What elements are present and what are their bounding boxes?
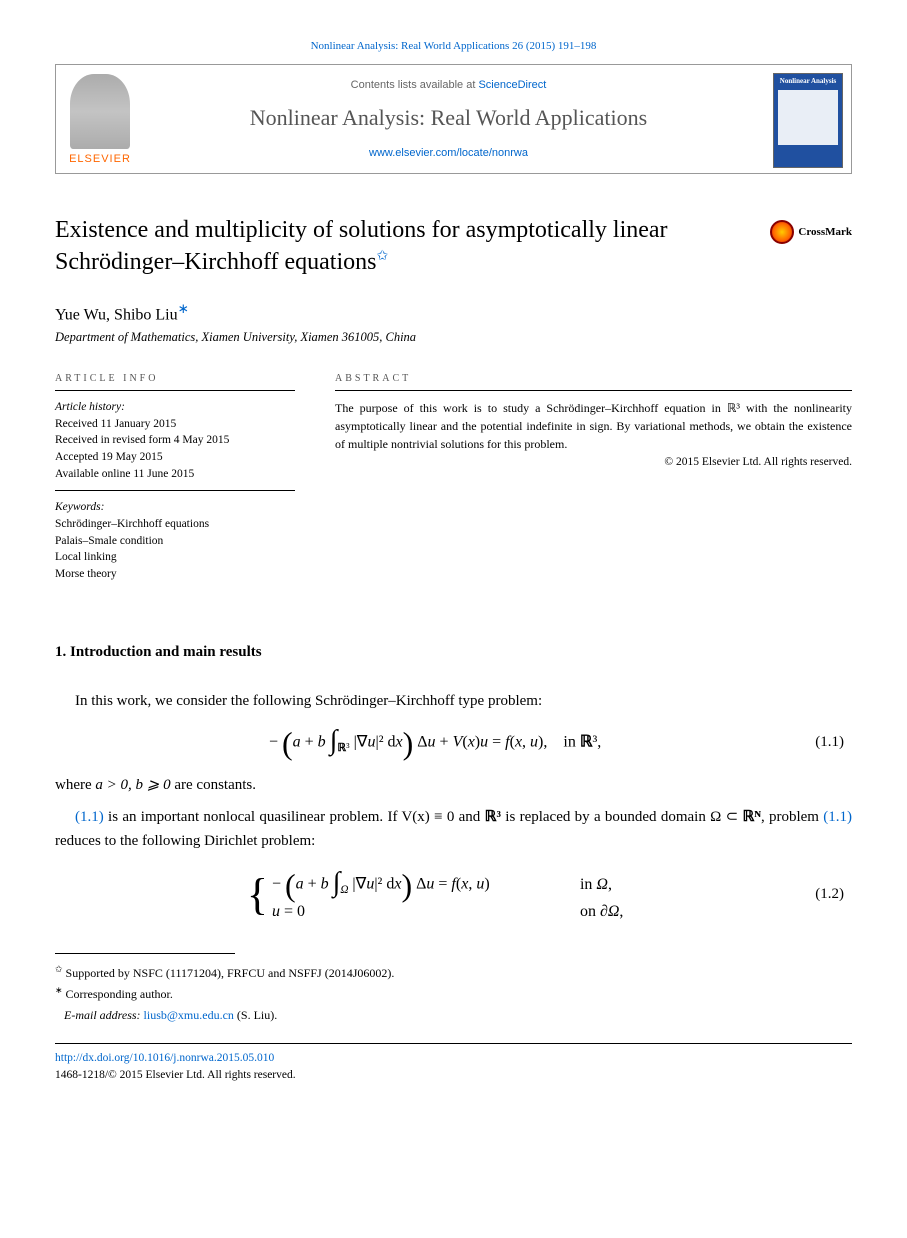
abstract-label: abstract	[335, 373, 852, 391]
crossmark-icon	[770, 220, 794, 244]
info-abstract-row: article info Article history: Received 1…	[55, 373, 852, 599]
authors: Yue Wu, Shibo Liu∗	[55, 301, 852, 324]
paragraph-3: (1.1) is an important nonlocal quasiline…	[55, 805, 852, 853]
equation-1-1-number: (1.1)	[815, 734, 852, 751]
equation-1-2: { − (a + b ∫Ω |∇u|² dx) Δu = f(x, u)in Ω…	[55, 867, 852, 923]
elsevier-tree-icon	[70, 74, 130, 149]
journal-header: ELSEVIER Nonlinear Analysis Contents lis…	[55, 64, 852, 174]
abstract-text: The purpose of this work is to study a S…	[335, 399, 852, 453]
footnotes: ✩ Supported by NSFC (11171204), FRFCU an…	[55, 962, 852, 1025]
keywords-title: Keywords:	[55, 499, 295, 516]
corr-marker: ∗	[55, 985, 63, 995]
equation-1-2-body: { − (a + b ∫Ω |∇u|² dx) Δu = f(x, u)in Ω…	[55, 867, 815, 923]
p3-c: ℝ³	[485, 809, 501, 825]
article-history: Article history: Received 11 January 201…	[55, 399, 295, 491]
paragraph-2: where a > 0, b ⩾ 0 are constants.	[55, 773, 852, 797]
citation-line[interactable]: Nonlinear Analysis: Real World Applicati…	[55, 40, 852, 52]
article-info-label: article info	[55, 373, 295, 391]
support-text: Supported by NSFC (11171204), FRFCU and …	[66, 966, 395, 980]
footnote-rule	[55, 953, 235, 954]
p2-post: are constants.	[171, 777, 256, 793]
p3-e: ℝᴺ	[742, 809, 761, 825]
ref-1-1a[interactable]: (1.1)	[75, 809, 104, 825]
p3-d: is replaced by a bounded domain Ω ⊂	[501, 809, 742, 825]
footnote-support: ✩ Supported by NSFC (11171204), FRFCU an…	[55, 962, 852, 983]
affiliation: Department of Mathematics, Xiamen Univer…	[55, 330, 852, 345]
email-link[interactable]: liusb@xmu.edu.cn	[144, 1008, 234, 1022]
article-info: article info Article history: Received 1…	[55, 373, 295, 599]
history-line: Available online 11 June 2015	[55, 466, 295, 483]
ref-1-1b[interactable]: (1.1)	[823, 809, 852, 825]
keyword: Palais–Smale condition	[55, 533, 295, 550]
p2-math: a > 0, b ⩾ 0	[95, 777, 170, 793]
sciencedirect-link[interactable]: ScienceDirect	[478, 79, 546, 91]
title-text: Existence and multiplicity of solutions …	[55, 217, 668, 275]
keyword: Schrödinger–Kirchhoff equations	[55, 516, 295, 533]
abstract-copyright: © 2015 Elsevier Ltd. All rights reserved…	[335, 456, 852, 468]
title-row: Existence and multiplicity of solutions …	[55, 214, 852, 279]
history-title: Article history:	[55, 399, 295, 416]
equation-1-1: − (a + b ∫ℝ³ |∇u|² dx) Δu + V(x)u = f(x,…	[55, 727, 852, 759]
crossmark-badge[interactable]: CrossMark	[770, 220, 852, 244]
history-line: Accepted 19 May 2015	[55, 449, 295, 466]
abstract: abstract The purpose of this work is to …	[335, 373, 852, 599]
equation-1-2-number: (1.2)	[815, 886, 852, 903]
page: Nonlinear Analysis: Real World Applicati…	[0, 0, 907, 1115]
doi-link[interactable]: http://dx.doi.org/10.1016/j.nonrwa.2015.…	[55, 1052, 274, 1064]
p3-f: , problem	[761, 809, 823, 825]
p3-b: is an important nonlocal quasilinear pro…	[104, 809, 485, 825]
footnote-corr: ∗ Corresponding author.	[55, 983, 852, 1004]
journal-cover-thumbnail[interactable]: Nonlinear Analysis	[773, 73, 843, 168]
equation-1-1-body: − (a + b ∫ℝ³ |∇u|² dx) Δu + V(x)u = f(x,…	[55, 727, 815, 759]
article-title: Existence and multiplicity of solutions …	[55, 214, 755, 279]
contents-prefix: Contents lists available at	[351, 79, 479, 91]
paragraph-1: In this work, we consider the following …	[55, 689, 852, 713]
section-1-heading: 1. Introduction and main results	[55, 644, 852, 661]
journal-name: Nonlinear Analysis: Real World Applicati…	[146, 105, 751, 131]
history-line: Received 11 January 2015	[55, 416, 295, 433]
title-footnote-marker[interactable]: ✩	[376, 249, 388, 264]
p3-h: reduces to the following Dirichlet probl…	[55, 833, 315, 849]
footnote-email: E-mail address: liusb@xmu.edu.cn (S. Liu…	[55, 1005, 852, 1025]
corr-text: Corresponding author.	[66, 987, 173, 1001]
email-who: (S. Liu).	[234, 1008, 277, 1022]
contents-available: Contents lists available at ScienceDirec…	[146, 79, 751, 91]
crossmark-label: CrossMark	[798, 226, 852, 238]
journal-homepage-link[interactable]: www.elsevier.com/locate/nonrwa	[146, 147, 751, 159]
cover-inner	[778, 90, 838, 145]
history-line: Received in revised form 4 May 2015	[55, 432, 295, 449]
email-label: E-mail address:	[64, 1008, 144, 1022]
support-marker: ✩	[55, 964, 63, 974]
page-footer: http://dx.doi.org/10.1016/j.nonrwa.2015.…	[55, 1043, 852, 1085]
elsevier-logo[interactable]: ELSEVIER	[64, 73, 136, 165]
p2-pre: where	[55, 777, 95, 793]
issn-copyright: 1468-1218/© 2015 Elsevier Ltd. All right…	[55, 1069, 296, 1081]
keyword: Morse theory	[55, 566, 295, 583]
cover-title: Nonlinear Analysis	[778, 78, 838, 86]
authors-names: Yue Wu, Shibo Liu	[55, 306, 178, 323]
elsevier-text: ELSEVIER	[69, 153, 131, 165]
corresponding-marker[interactable]: ∗	[178, 301, 189, 316]
keywords-block: Keywords: Schrödinger–Kirchhoff equation…	[55, 499, 295, 590]
keyword: Local linking	[55, 549, 295, 566]
